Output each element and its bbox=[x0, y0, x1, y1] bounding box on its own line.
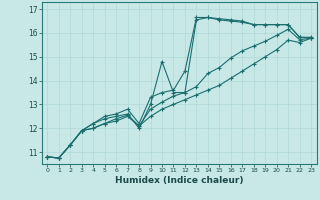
X-axis label: Humidex (Indice chaleur): Humidex (Indice chaleur) bbox=[115, 176, 244, 185]
